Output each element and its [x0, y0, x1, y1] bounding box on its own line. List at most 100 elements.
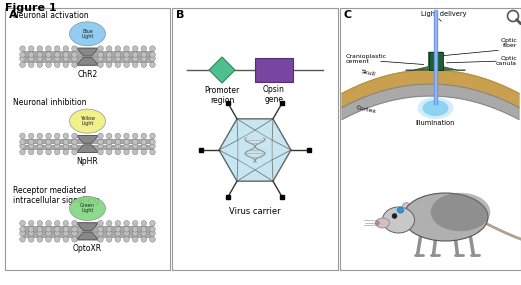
Circle shape [28, 62, 34, 68]
Circle shape [20, 46, 26, 51]
Circle shape [28, 149, 34, 155]
Circle shape [37, 56, 43, 62]
Circle shape [141, 52, 146, 57]
Circle shape [150, 221, 155, 226]
Circle shape [63, 227, 69, 232]
Circle shape [115, 133, 121, 139]
Circle shape [46, 237, 51, 242]
Polygon shape [405, 52, 465, 70]
Circle shape [54, 62, 60, 68]
Circle shape [150, 56, 155, 62]
Bar [76, 139, 100, 149]
Circle shape [98, 237, 103, 242]
Circle shape [150, 143, 155, 149]
Circle shape [72, 62, 77, 68]
Circle shape [141, 221, 146, 226]
Circle shape [132, 133, 138, 139]
Ellipse shape [403, 205, 410, 213]
Circle shape [46, 143, 51, 149]
Circle shape [150, 231, 155, 236]
Circle shape [141, 237, 146, 242]
Circle shape [141, 143, 146, 149]
Polygon shape [219, 119, 291, 181]
Ellipse shape [395, 206, 405, 214]
Circle shape [20, 149, 26, 155]
Circle shape [63, 221, 69, 226]
Circle shape [20, 56, 26, 62]
Text: Neuronal inhibition: Neuronal inhibition [13, 98, 86, 107]
Circle shape [54, 149, 60, 155]
Bar [340, 8, 521, 270]
Text: Optic
canula: Optic canula [496, 56, 517, 66]
Circle shape [54, 52, 60, 57]
Polygon shape [77, 145, 98, 152]
Circle shape [98, 227, 103, 232]
Circle shape [28, 231, 34, 236]
Circle shape [115, 237, 121, 242]
Bar [255, 58, 293, 82]
Circle shape [141, 231, 146, 236]
Circle shape [123, 56, 129, 62]
Circle shape [106, 52, 112, 57]
Polygon shape [77, 135, 98, 143]
Circle shape [115, 227, 121, 232]
Ellipse shape [431, 193, 490, 231]
Circle shape [28, 143, 34, 149]
Text: Yellow
Light: Yellow Light [80, 116, 95, 126]
Circle shape [123, 46, 129, 51]
Circle shape [115, 139, 121, 145]
Polygon shape [342, 70, 519, 107]
Circle shape [72, 52, 77, 57]
Ellipse shape [417, 97, 453, 119]
Circle shape [150, 237, 155, 242]
Ellipse shape [69, 22, 105, 46]
Circle shape [98, 133, 103, 139]
Polygon shape [77, 57, 98, 65]
Circle shape [46, 46, 51, 51]
Bar [22, 57, 153, 62]
Circle shape [37, 143, 43, 149]
Polygon shape [77, 223, 98, 231]
Circle shape [63, 139, 69, 145]
Text: Virus carrier: Virus carrier [229, 207, 281, 216]
Circle shape [123, 227, 129, 232]
Circle shape [63, 237, 69, 242]
Circle shape [37, 231, 43, 236]
Circle shape [37, 52, 43, 57]
Circle shape [20, 139, 26, 145]
Polygon shape [77, 57, 98, 65]
Bar [76, 51, 100, 62]
Circle shape [507, 11, 518, 21]
Circle shape [54, 231, 60, 236]
Circle shape [72, 149, 77, 155]
Circle shape [46, 221, 51, 226]
Circle shape [106, 149, 112, 155]
Circle shape [63, 133, 69, 139]
Circle shape [150, 133, 155, 139]
Circle shape [106, 231, 112, 236]
Text: OptoXR: OptoXR [73, 244, 102, 253]
Bar [5, 8, 170, 270]
Circle shape [28, 56, 34, 62]
Circle shape [37, 62, 43, 68]
Text: Blue
Light: Blue Light [81, 29, 94, 39]
Circle shape [54, 56, 60, 62]
Circle shape [54, 227, 60, 232]
Circle shape [63, 52, 69, 57]
Circle shape [20, 221, 26, 226]
Circle shape [46, 227, 51, 232]
Circle shape [115, 56, 121, 62]
Circle shape [72, 143, 77, 149]
Circle shape [132, 56, 138, 62]
Circle shape [98, 143, 103, 149]
Circle shape [46, 149, 51, 155]
Circle shape [141, 139, 146, 145]
Text: B: B [176, 10, 184, 20]
Polygon shape [77, 145, 98, 152]
Circle shape [20, 231, 26, 236]
Circle shape [115, 46, 121, 51]
Circle shape [115, 143, 121, 149]
Circle shape [141, 149, 146, 155]
Circle shape [20, 227, 26, 232]
Circle shape [37, 133, 43, 139]
